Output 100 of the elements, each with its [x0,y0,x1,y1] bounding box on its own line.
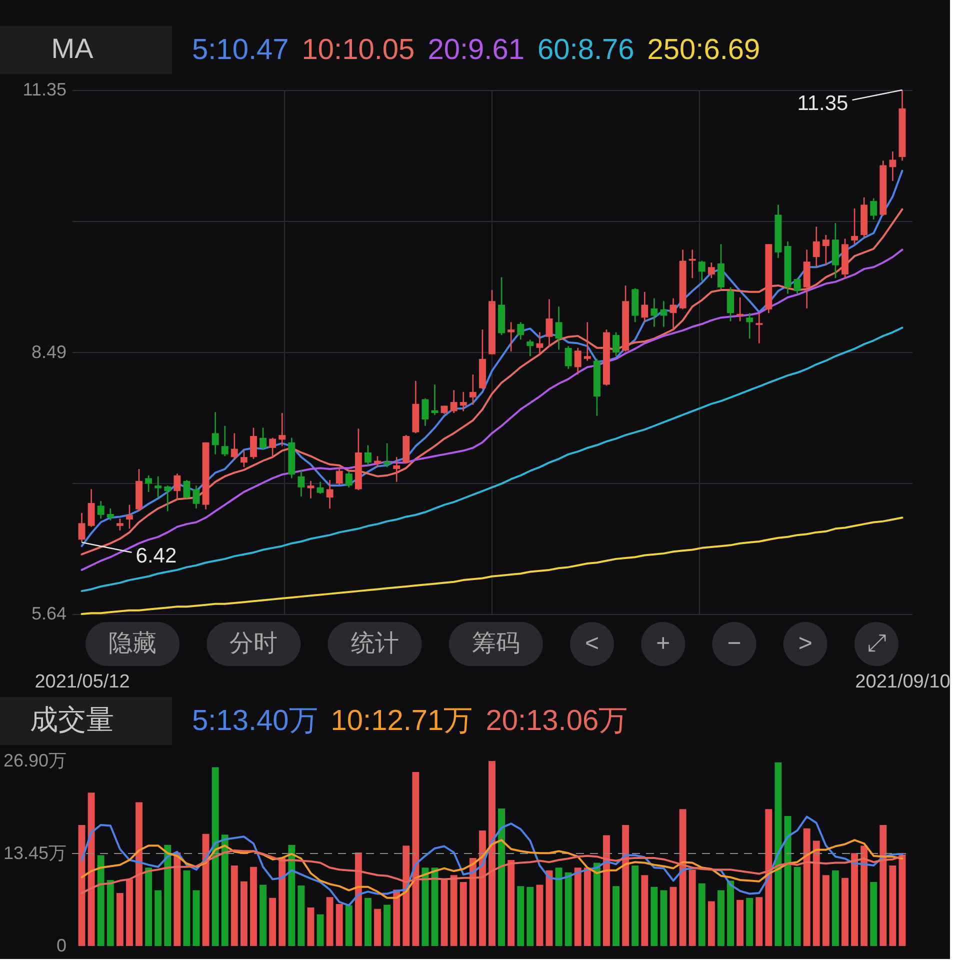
y-tick-label: 26.90万 [3,750,66,770]
bar [756,897,763,946]
bar [422,868,429,946]
bar [221,834,228,946]
candlestick [670,298,677,332]
bar [708,901,715,946]
bar [269,898,276,946]
candlestick [230,432,238,460]
bar [183,870,190,946]
bar [260,884,267,946]
candlestick [584,322,591,362]
candlestick [641,291,648,323]
bar [440,879,448,946]
bar [641,875,648,946]
bar [354,852,362,946]
bar [450,875,458,946]
y-tick-label: 0 [56,936,66,956]
candlestick [278,412,286,447]
candlestick [555,306,562,350]
bar [250,866,257,946]
bar [469,858,476,946]
candlestick [183,479,190,500]
text: 20:9.61 [428,34,524,66]
bar [288,844,296,946]
candlestick [298,469,305,498]
candlestick [78,512,86,544]
bar [632,866,639,946]
line-series [80,248,904,571]
candlestick [717,244,724,290]
candlestick [727,286,734,322]
candlestick [822,234,830,266]
text: − [727,630,742,657]
line-series [80,326,904,592]
candlestick [564,345,572,370]
line-series [80,839,904,899]
bar [412,772,420,946]
text: + [656,630,670,657]
bar [88,792,95,946]
candlestick [192,484,200,510]
text: 筹码 [472,630,520,657]
candlestick [116,518,124,532]
candlestick [660,300,668,328]
bar [517,886,524,946]
candlestick [526,338,534,357]
bar [212,767,219,946]
candlestick [460,391,467,412]
y-tick-label: 13.45万 [3,843,66,863]
bar [106,880,114,946]
line-series [80,849,904,894]
line-series [80,816,904,906]
bar [97,855,104,946]
bar [116,893,124,946]
candlestick [221,425,228,457]
candlestick [88,488,95,528]
bar [336,904,343,946]
candlestick [889,150,896,182]
bar [154,890,162,946]
candlestick [154,476,162,498]
candlestick [269,437,276,458]
candlestick [756,312,763,344]
candlestick [307,480,314,500]
candlestick [851,208,858,245]
candlestick [536,332,544,355]
candlestick [574,347,582,376]
bar [622,824,630,946]
bar [546,870,553,946]
candlestick [393,456,400,483]
candlestick [97,500,104,520]
bar [202,834,210,946]
annotation: 6.42 [136,544,177,568]
bar [746,898,754,946]
candlestick [316,481,324,494]
candlestick [736,296,744,322]
candlestick [794,277,801,294]
text: > [798,630,812,657]
candlestick [546,298,553,347]
bar [526,886,534,946]
bar [670,886,677,946]
bar [298,885,305,946]
bar [860,846,868,946]
text: < [584,630,600,657]
text: 10:10.05 [302,34,415,66]
candlestick [212,411,219,455]
text: 60:8.76 [538,34,634,66]
bar [478,830,486,946]
candlestick [164,484,172,512]
candlestick [240,450,248,468]
bar [812,840,820,946]
bar [145,868,152,946]
bar [650,886,658,946]
bar [278,858,286,946]
bar [164,844,172,946]
text: 10:12.71万 [330,705,473,737]
bar [574,868,582,946]
bar [345,905,352,946]
candlestick [698,260,706,282]
bar [851,853,858,946]
text: 分时 [230,630,278,657]
bar [364,898,372,946]
text: 统计 [350,630,399,657]
